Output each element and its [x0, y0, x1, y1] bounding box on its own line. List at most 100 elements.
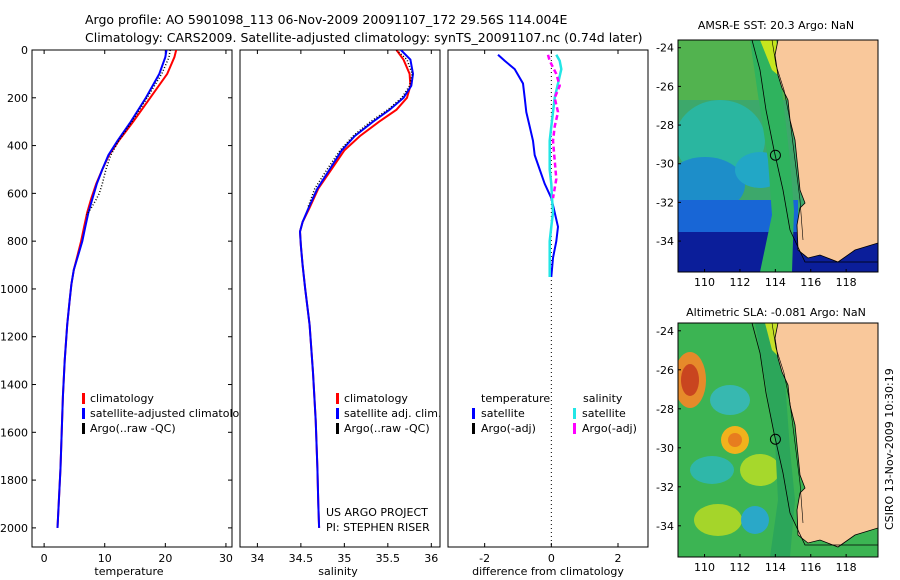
map-x-tick-label: 112: [729, 276, 750, 289]
map-y-tick-label: -32: [656, 481, 674, 494]
sla-blue-patch: [741, 506, 769, 534]
difference-legend: temperature salinity satellite Argo(-adj…: [472, 392, 637, 435]
map-y-tick-label: -28: [656, 119, 674, 132]
legend-label-sal-climatology: climatology: [344, 392, 408, 405]
legend-swatch-sal-argo-adj: [573, 423, 576, 434]
legend-swatch-argo: [82, 423, 85, 434]
sla-yellowgreen-patch-2: [694, 504, 742, 536]
difference-xlabel: difference from climatology: [472, 565, 624, 578]
salinity-panel: 34 34.5 35 35.5 36 salinity climatology sate…: [239, 49, 441, 578]
y-tick-label: 1200: [0, 331, 28, 344]
x-tick-label: 10: [98, 552, 112, 565]
y-tick-label: 1600: [0, 426, 28, 439]
map-y-tick-label: -34: [656, 235, 674, 248]
legend-label-sal-satellite: satellite adj. clim.: [344, 407, 441, 420]
legend-swatch-temp-satellite: [472, 408, 475, 419]
y-tick-label: 400: [7, 140, 28, 153]
sla-map-panel: Altimetric SLA: -0.081 Argo: NaN 110 112 1…: [656, 306, 879, 574]
x-tick-label: 36: [424, 552, 438, 565]
y-tick-label: 800: [7, 235, 28, 248]
y-tick-label: 2000: [0, 522, 28, 535]
sst-map-panel: AMSR-E SST: 20.3 Argo: NaN 110 112 114 116 1…: [656, 19, 879, 289]
map-x-tick-label: 116: [800, 276, 821, 289]
series-line-salinity-satellite: [548, 54, 563, 277]
figure-title-line2: Climatology: CARS2009. Satellite-adjuste…: [85, 30, 642, 45]
series-line-satellite-adj-clim-: [298, 50, 415, 528]
map-y-tick-label: -24: [656, 325, 674, 338]
y-tick-label: 1000: [0, 283, 28, 296]
sla-profile-marker: [769, 433, 781, 445]
sst-blue-patch: [678, 157, 745, 213]
legend-swatch-sal-climatology: [336, 393, 339, 404]
sla-red-core: [681, 364, 699, 396]
legend-header-temperature: temperature: [481, 392, 550, 405]
map-y-tick-label: -26: [656, 364, 674, 377]
y-tick-label: 200: [7, 92, 28, 105]
sla-map-title: Altimetric SLA: -0.081 Argo: NaN: [686, 306, 866, 319]
legend-label-satellite-adjusted: satellite-adjusted climatology: [90, 407, 253, 420]
legend-label-temp-satellite: satellite: [481, 407, 525, 420]
sst-land: [774, 40, 878, 263]
sla-cyan-eddy: [710, 385, 750, 415]
temperature-legend: climatology satellite-adjusted climatolo…: [82, 392, 253, 435]
legend-swatch-sal-satellite: [336, 408, 339, 419]
legend-label-sal-argo: Argo(..raw -QC): [344, 422, 430, 435]
sst-coastal-warm-strip: [750, 40, 794, 272]
sst-shallow-isobath: [771, 40, 804, 241]
legend-swatch-climatology: [82, 393, 85, 404]
difference-panel: -2 0 2 difference from climatology tempera…: [447, 49, 649, 578]
y-tick-label: 1800: [0, 474, 28, 487]
temperature-xlabel: temperature: [94, 565, 163, 578]
legend-label-argo: Argo(..raw -QC): [90, 422, 176, 435]
sla-map-frame: [677, 322, 879, 558]
sla-orange-core: [728, 433, 742, 447]
legend-label-sal-sat: satellite: [582, 407, 626, 420]
legend-label-temp-argo: Argo(-adj): [481, 422, 536, 435]
map-x-tick-label: 110: [694, 561, 715, 574]
map-x-tick-label: 116: [800, 561, 821, 574]
sst-map-title: AMSR-E SST: 20.3 Argo: NaN: [698, 19, 854, 32]
legend-swatch-temp-argo: [472, 423, 475, 434]
salinity-xlabel: salinity: [318, 565, 358, 578]
figure-title-line1: Argo profile: AO 5901098_113 06-Nov-2009…: [85, 12, 567, 27]
y-tick-label: 600: [7, 187, 28, 200]
side-timestamp: CSIRO 13-Nov-2009 10:30:19: [883, 368, 896, 530]
y-tick-label: 0: [21, 44, 28, 57]
legend-header-salinity: salinity: [583, 392, 623, 405]
x-tick-label: 2: [615, 552, 622, 565]
x-tick-label: 34: [250, 552, 264, 565]
map-y-tick-label: -28: [656, 403, 674, 416]
map-y-tick-label: -30: [656, 158, 674, 171]
x-tick-label: 0: [548, 552, 555, 565]
map-y-tick-label: -30: [656, 442, 674, 455]
sst-isobath: [751, 40, 878, 263]
series-line-argo-raw-qc-: [307, 50, 413, 208]
map-x-tick-label: 118: [836, 276, 857, 289]
y-tick-label: 1400: [0, 379, 28, 392]
map-x-tick-label: 110: [694, 276, 715, 289]
difference-axes-box: [447, 49, 649, 548]
salinity-axes-box: [239, 49, 441, 548]
credit-line2: PI: STEPHEN RISER: [326, 521, 430, 534]
x-tick-label: 20: [158, 552, 172, 565]
map-y-tick-label: -32: [656, 196, 674, 209]
sst-profile-marker: [769, 149, 781, 161]
sla-isobath: [751, 323, 878, 546]
legend-label-climatology: climatology: [90, 392, 154, 405]
sla-shallow-isobath: [771, 323, 804, 524]
sst-map-frame: [677, 39, 879, 273]
x-tick-label: 35: [337, 552, 351, 565]
temperature-panel: 0 10 20 30 02004006008001000120014001600180…: [0, 44, 648, 578]
sla-coastal-strip: [755, 323, 795, 557]
map-x-tick-label: 118: [836, 561, 857, 574]
credit-line1: US ARGO PROJECT: [326, 506, 428, 519]
x-tick-label: 35.5: [376, 552, 401, 565]
series-line-satellite-adjusted-climatology: [56, 50, 168, 528]
sla-yellowgreen-patch: [740, 454, 780, 486]
map-x-tick-label: 114: [765, 561, 786, 574]
salinity-legend: climatology satellite adj. clim. Argo(..…: [336, 392, 441, 435]
map-x-tick-label: 114: [765, 276, 786, 289]
map-x-tick-label: 112: [729, 561, 750, 574]
legend-label-sal-argo-adj: Argo(-adj): [582, 422, 637, 435]
